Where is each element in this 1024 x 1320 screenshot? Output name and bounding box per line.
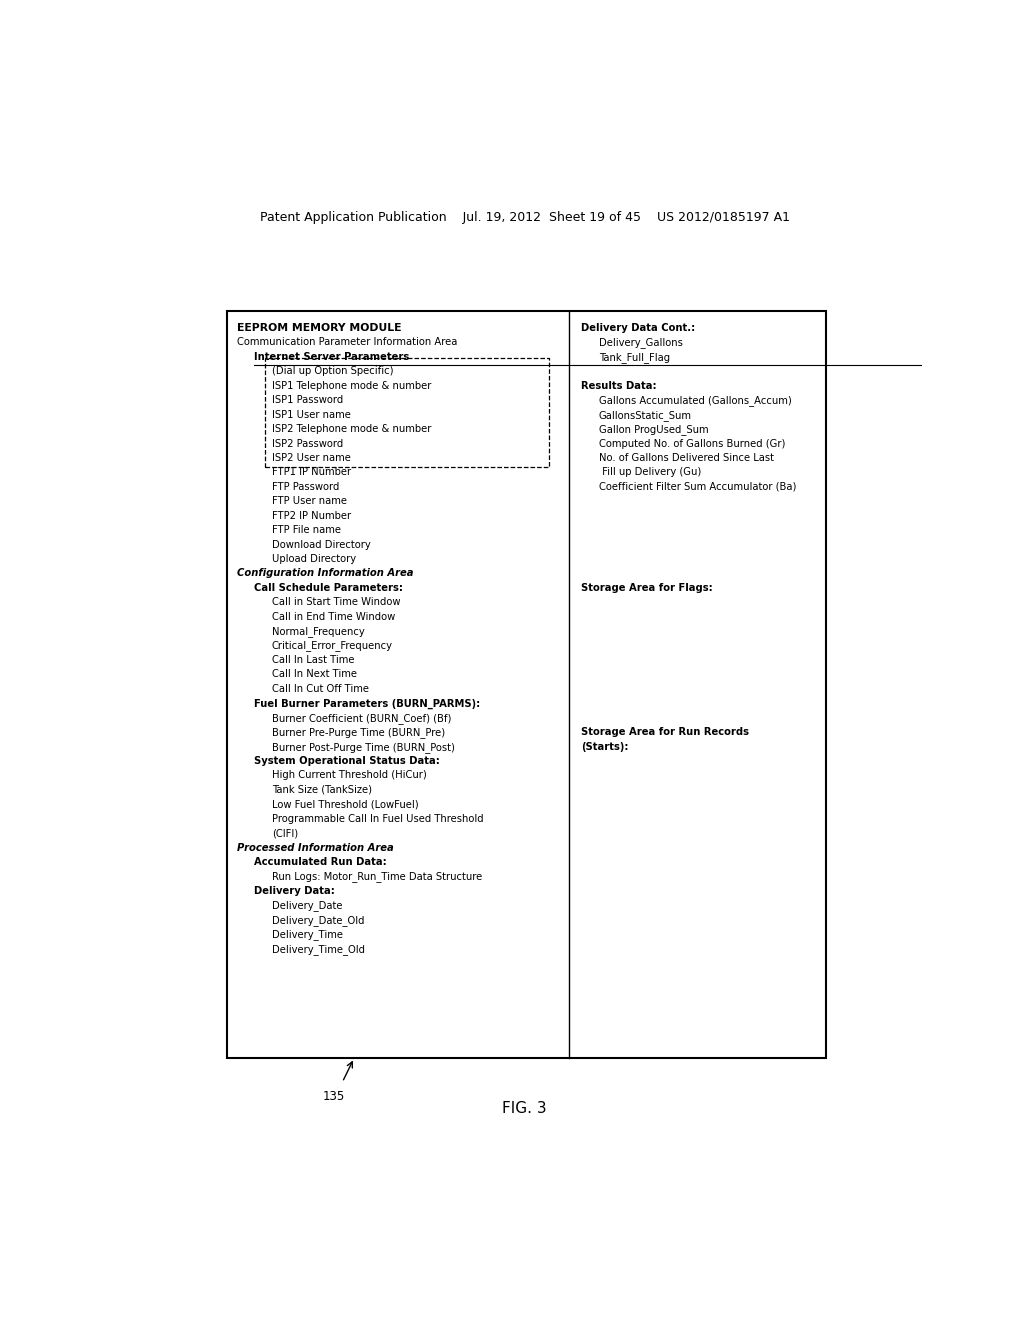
Bar xyxy=(264,359,550,467)
Text: Run Logs: Motor_Run_Time Data Structure: Run Logs: Motor_Run_Time Data Structure xyxy=(271,871,482,882)
Text: Fuel Burner Parameters (BURN_PARMS):: Fuel Burner Parameters (BURN_PARMS): xyxy=(254,698,480,709)
Text: Internet Server Parameters: Internet Server Parameters xyxy=(254,352,410,362)
Text: Call In Cut Off Time: Call In Cut Off Time xyxy=(271,684,369,694)
Text: ISP1 Telephone mode & number: ISP1 Telephone mode & number xyxy=(271,380,431,391)
Text: Tank Size (TankSize): Tank Size (TankSize) xyxy=(271,785,372,795)
Text: Results Data:: Results Data: xyxy=(582,380,656,391)
Text: ISP2 User name: ISP2 User name xyxy=(271,453,350,463)
Text: FTP Password: FTP Password xyxy=(271,482,339,492)
Text: Programmable Call In Fuel Used Threshold: Programmable Call In Fuel Used Threshold xyxy=(271,813,483,824)
Text: Burner Post-Purge Time (BURN_Post): Burner Post-Purge Time (BURN_Post) xyxy=(271,742,455,752)
Text: System Operational Status Data:: System Operational Status Data: xyxy=(254,756,440,766)
Text: Delivery_Date_Old: Delivery_Date_Old xyxy=(271,915,365,925)
Text: Storage Area for Flags:: Storage Area for Flags: xyxy=(582,583,713,593)
Text: Upload Directory: Upload Directory xyxy=(271,554,355,564)
Text: Delivery_Gallons: Delivery_Gallons xyxy=(599,338,682,348)
Text: Tank_Full_Flag: Tank_Full_Flag xyxy=(599,352,670,363)
Text: Fill up Delivery (Gu): Fill up Delivery (Gu) xyxy=(599,467,700,478)
Text: Burner Pre-Purge Time (BURN_Pre): Burner Pre-Purge Time (BURN_Pre) xyxy=(271,727,444,738)
Text: Computed No. of Gallons Burned (Gr): Computed No. of Gallons Burned (Gr) xyxy=(599,438,785,449)
Text: FIG. 3: FIG. 3 xyxy=(503,1101,547,1115)
Text: Delivery_Date: Delivery_Date xyxy=(271,900,342,911)
Text: Storage Area for Run Records: Storage Area for Run Records xyxy=(582,727,750,737)
Text: (Dial up Option Specific): (Dial up Option Specific) xyxy=(271,367,393,376)
Text: High Current Threshold (HiCur): High Current Threshold (HiCur) xyxy=(271,771,426,780)
Text: Processed Information Area: Processed Information Area xyxy=(237,842,393,853)
Text: Delivery Data Cont.:: Delivery Data Cont.: xyxy=(582,323,695,333)
Text: Normal_Frequency: Normal_Frequency xyxy=(271,626,365,638)
Text: FTP1 IP Number: FTP1 IP Number xyxy=(271,467,351,478)
Text: Call in End Time Window: Call in End Time Window xyxy=(271,611,395,622)
Text: Call in Start Time Window: Call in Start Time Window xyxy=(271,597,400,607)
Text: No. of Gallons Delivered Since Last: No. of Gallons Delivered Since Last xyxy=(599,453,773,463)
Text: EEPROM MEMORY MODULE: EEPROM MEMORY MODULE xyxy=(237,323,401,333)
Text: (Starts):: (Starts): xyxy=(582,742,629,751)
Text: Call In Next Time: Call In Next Time xyxy=(271,669,356,680)
Text: FTP User name: FTP User name xyxy=(271,496,347,507)
Text: ISP1 Password: ISP1 Password xyxy=(271,395,343,405)
Text: 135: 135 xyxy=(323,1090,345,1104)
Text: Accumulated Run Data:: Accumulated Run Data: xyxy=(254,857,387,867)
Text: Patent Application Publication    Jul. 19, 2012  Sheet 19 of 45    US 2012/01851: Patent Application Publication Jul. 19, … xyxy=(260,211,790,224)
Text: Low Fuel Threshold (LowFuel): Low Fuel Threshold (LowFuel) xyxy=(271,800,418,809)
Text: Gallons Accumulated (Gallons_Accum): Gallons Accumulated (Gallons_Accum) xyxy=(599,395,792,407)
Text: Communication Parameter Information Area: Communication Parameter Information Area xyxy=(237,338,457,347)
Text: Delivery_Time: Delivery_Time xyxy=(271,929,343,940)
Text: FTP2 IP Number: FTP2 IP Number xyxy=(271,511,351,520)
Text: Call Schedule Parameters:: Call Schedule Parameters: xyxy=(254,583,403,593)
Text: GallonsStatic_Sum: GallonsStatic_Sum xyxy=(599,409,691,421)
Text: Call In Last Time: Call In Last Time xyxy=(271,655,354,665)
Text: Gallon ProgUsed_Sum: Gallon ProgUsed_Sum xyxy=(599,424,709,436)
Text: (CIFI): (CIFI) xyxy=(271,828,298,838)
Text: FTP File name: FTP File name xyxy=(271,525,341,535)
Bar xyxy=(227,312,826,1057)
Text: ISP2 Password: ISP2 Password xyxy=(271,438,343,449)
Text: Coefficient Filter Sum Accumulator (Ba): Coefficient Filter Sum Accumulator (Ba) xyxy=(599,482,796,492)
Text: ISP2 Telephone mode & number: ISP2 Telephone mode & number xyxy=(271,424,431,434)
Text: Critical_Error_Frequency: Critical_Error_Frequency xyxy=(271,640,392,652)
Text: Delivery Data:: Delivery Data: xyxy=(254,886,335,896)
Text: ISP1 User name: ISP1 User name xyxy=(271,409,350,420)
Text: Delivery_Time_Old: Delivery_Time_Old xyxy=(271,944,365,954)
Text: Download Directory: Download Directory xyxy=(271,540,371,549)
Text: Burner Coefficient (BURN_Coef) (Bf): Burner Coefficient (BURN_Coef) (Bf) xyxy=(271,713,451,723)
Text: Configuration Information Area: Configuration Information Area xyxy=(237,569,414,578)
